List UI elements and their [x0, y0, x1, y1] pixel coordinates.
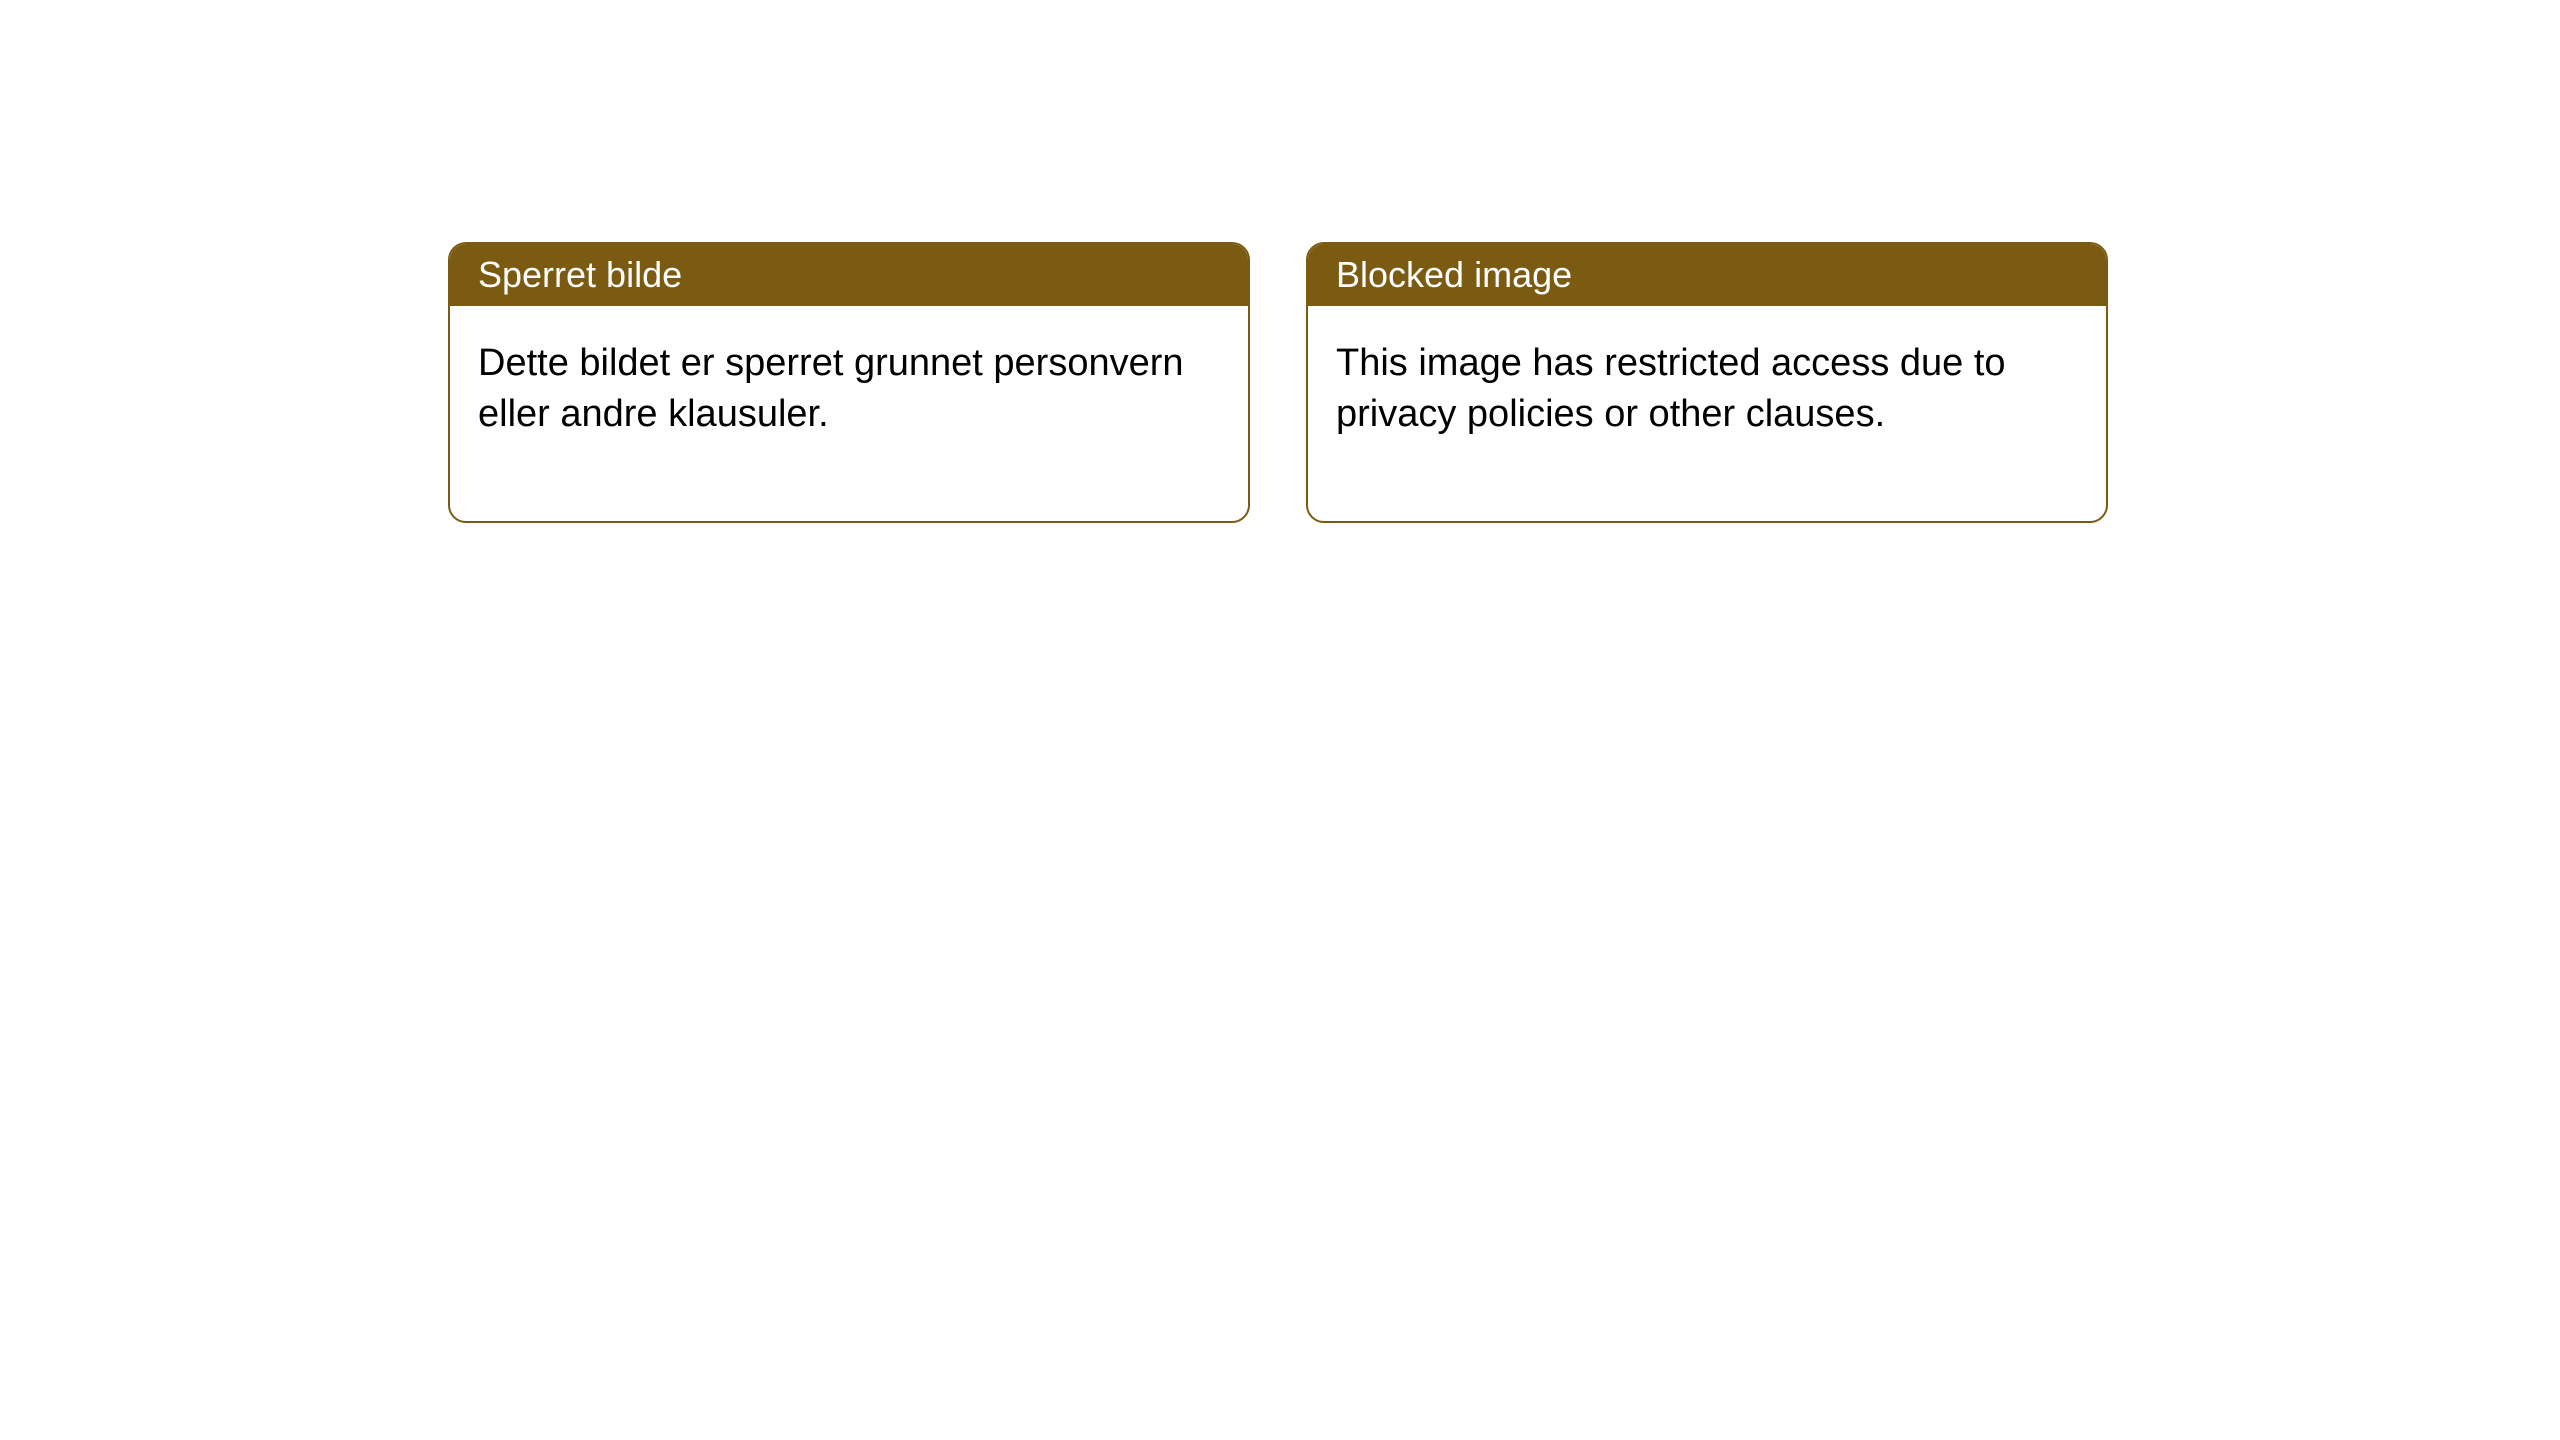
- card-header: Sperret bilde: [450, 244, 1248, 306]
- card-header: Blocked image: [1308, 244, 2106, 306]
- card-body: Dette bildet er sperret grunnet personve…: [450, 306, 1248, 521]
- notice-card-norwegian: Sperret bilde Dette bildet er sperret gr…: [448, 242, 1250, 523]
- notice-card-english: Blocked image This image has restricted …: [1306, 242, 2108, 523]
- card-body: This image has restricted access due to …: [1308, 306, 2106, 521]
- notice-container: Sperret bilde Dette bildet er sperret gr…: [0, 0, 2560, 523]
